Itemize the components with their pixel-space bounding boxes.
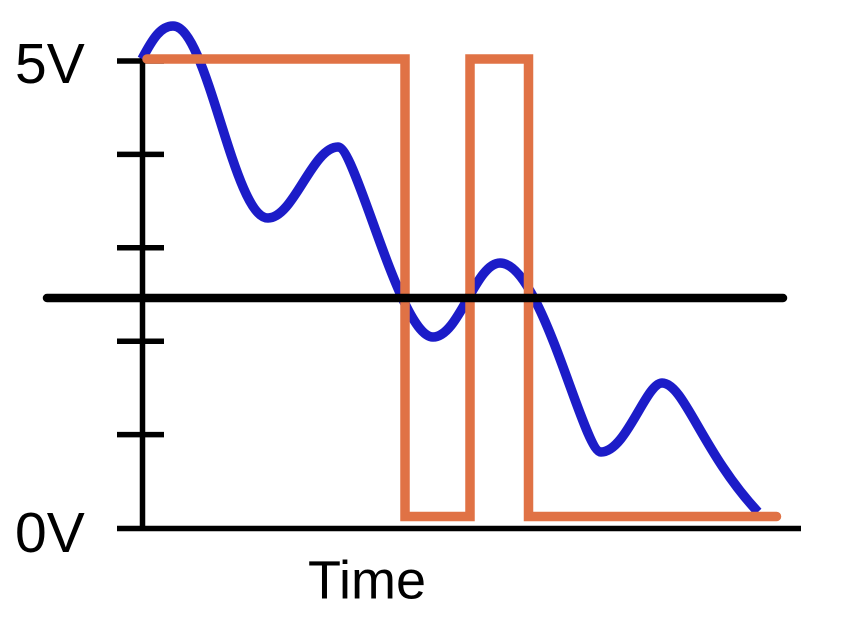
svg-text:5V: 5V bbox=[15, 32, 85, 96]
svg-text:0V: 0V bbox=[15, 501, 85, 565]
svg-text:Time: Time bbox=[308, 551, 426, 611]
